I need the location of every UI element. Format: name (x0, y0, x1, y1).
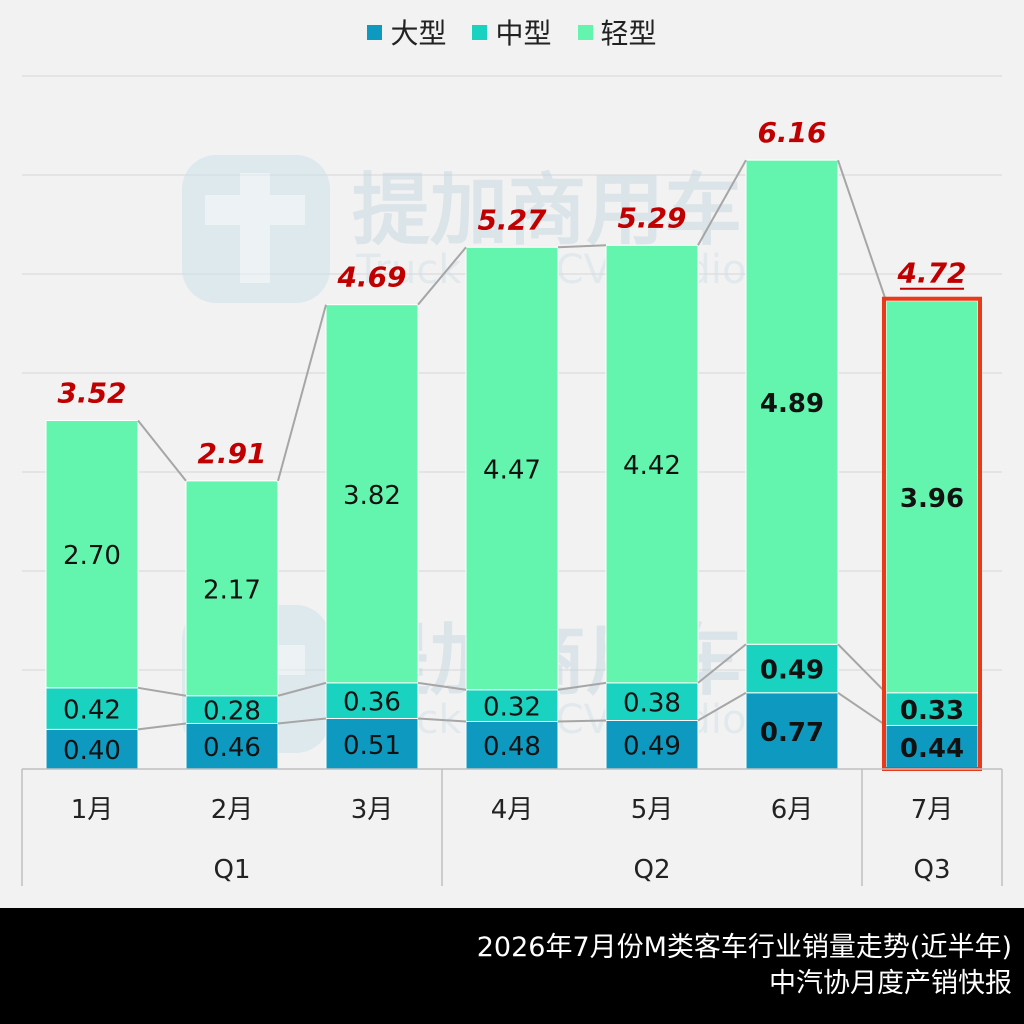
legend-swatch (367, 24, 383, 40)
bars (45, 159, 979, 770)
total-label: 3.52 (57, 377, 126, 410)
value-label-large: 0.46 (203, 733, 261, 763)
bar-segment-light (45, 420, 139, 689)
bar-segment-medium (745, 643, 839, 694)
x-tick-label: 3月 (351, 795, 394, 825)
connector-line (697, 643, 747, 684)
bar-segment-medium (45, 687, 139, 730)
x-tick-label: 5月 (631, 795, 674, 825)
bar-segment-large (465, 720, 559, 770)
value-label-medium: 0.32 (483, 693, 541, 723)
bar-segment-light (465, 246, 559, 691)
connector-line (557, 244, 607, 249)
legend-label: 中型 (495, 17, 552, 50)
legend-item-2: 轻型 (577, 12, 657, 52)
connector-line (277, 681, 327, 697)
value-label-large: 0.48 (483, 732, 541, 762)
total-label: 2.91 (197, 437, 266, 470)
value-label-light: 3.82 (343, 481, 401, 511)
x-tick-label: 2月 (211, 795, 254, 825)
x-tick-label: 7月 (911, 795, 954, 825)
footer-banner: 2026年7月份M类客车行业销量走势(近半年) 中汽协月度产销快报 (0, 908, 1024, 1024)
connector-line (277, 717, 327, 725)
group-label: Q2 (633, 855, 670, 885)
total-label: 5.29 (617, 201, 686, 234)
bar-segment-large (605, 719, 699, 770)
footer-title: 2026年7月份M类客车行业销量走势(近半年) (476, 932, 1012, 963)
legend-item-1: 中型 (472, 12, 552, 52)
value-label-light: 4.89 (760, 389, 824, 419)
value-label-medium: 0.28 (203, 697, 261, 727)
value-label-medium: 0.38 (623, 689, 681, 719)
total-label: 4.72 (896, 257, 966, 290)
legend-swatch (472, 24, 488, 40)
connector-line (417, 717, 467, 723)
bar-segment-large (325, 718, 419, 770)
bar-segment-medium (885, 692, 979, 726)
bar-segment-large (45, 728, 139, 770)
value-label-large: 0.40 (63, 736, 121, 766)
category-axis: 1月 2月 3月 4月 5月 6月 7月 Q1 Q2 Q3 (21, 768, 1003, 886)
value-label-large: 0.51 (343, 731, 401, 761)
legend: 大型 中型 轻型 (0, 10, 1024, 54)
bar-segment-light (605, 244, 699, 684)
bar-segment-light (325, 304, 419, 684)
bar-segment-light (185, 480, 279, 697)
value-label-medium: 0.33 (900, 696, 964, 726)
connector-line (137, 686, 187, 697)
connector-line (697, 691, 747, 722)
value-label-light: 4.42 (623, 451, 681, 481)
connector-line (137, 419, 187, 482)
watermark-logo-bar (240, 173, 270, 283)
total-label: 6.16 (757, 116, 826, 149)
value-label-light: 4.47 (483, 456, 541, 486)
bar-segment-medium (325, 682, 419, 720)
value-label-medium: 0.36 (343, 688, 401, 718)
value-label-light: 2.17 (203, 575, 261, 605)
value-label-medium: 0.49 (760, 656, 824, 686)
x-tick-label: 6月 (771, 795, 814, 825)
value-label-large: 0.77 (760, 718, 824, 748)
total-label: 5.27 (477, 203, 547, 236)
value-label-light: 2.70 (63, 541, 121, 571)
series-connectors (137, 159, 887, 731)
value-label-large: 0.49 (623, 732, 681, 762)
x-tick-label: 1月 (71, 795, 114, 825)
footer-subtitle: 中汽协月度产销快报 (769, 968, 1012, 999)
connector-line (417, 681, 467, 691)
value-label-large: 0.44 (900, 734, 964, 764)
value-label-medium: 0.42 (63, 696, 121, 726)
bar-segment-large (185, 722, 279, 770)
connector-line (837, 159, 887, 302)
data-labels: 0.40 0.42 2.70 3.52 0.46 0.28 2.17 2.91 0.51 0.36… (57, 116, 982, 771)
legend-item-0: 大型 (367, 12, 446, 52)
connector-line (837, 643, 887, 694)
connector-line (557, 681, 607, 691)
bar-segment-large (885, 724, 979, 770)
bar-segment-medium (465, 689, 559, 722)
bar-segment-medium (605, 682, 699, 721)
connector-line (277, 304, 327, 482)
legend-label: 大型 (390, 17, 447, 50)
bar-segment-medium (185, 695, 279, 724)
connector-line (697, 159, 747, 246)
legend-swatch (577, 24, 593, 40)
connector-line (557, 719, 607, 723)
value-label-light: 3.96 (900, 484, 964, 514)
watermark-cn: 提加商用车 (352, 166, 742, 256)
connector-line (137, 722, 187, 731)
x-tick-label: 4月 (491, 795, 534, 825)
group-label: Q3 (913, 855, 950, 885)
connector-line (417, 246, 467, 306)
bar-segment-light (885, 300, 979, 694)
bar-segment-light (745, 159, 839, 645)
group-label: Q1 (213, 855, 250, 885)
total-label: 4.69 (336, 261, 406, 294)
connector-line (837, 691, 887, 727)
legend-label: 轻型 (600, 17, 657, 50)
